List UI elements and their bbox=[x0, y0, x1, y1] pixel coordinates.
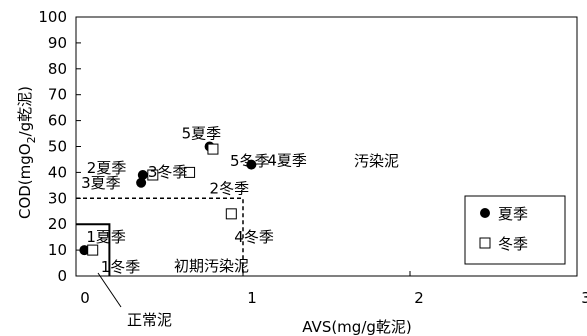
normal-region-pointer bbox=[97, 272, 122, 308]
legend-label: 夏季 bbox=[498, 205, 528, 223]
region-label-early: 初期汚染泥 bbox=[174, 257, 249, 275]
point-label: 4冬季 bbox=[234, 228, 274, 246]
y-axis-title: COD(mgO2/g乾泥) bbox=[16, 86, 38, 219]
point-label: 2夏季 bbox=[87, 159, 127, 177]
y-tick-label: 10 bbox=[48, 241, 67, 259]
y-tick-label: 80 bbox=[48, 60, 67, 78]
point-label: 5冬季 bbox=[230, 152, 270, 170]
winter-point bbox=[184, 166, 196, 178]
legend-marker-winter bbox=[479, 237, 491, 249]
region-label-polluted: 汚染泥 bbox=[354, 152, 399, 170]
x-tick-label: 1 bbox=[247, 289, 257, 307]
y-axis-title-part: /g乾泥) bbox=[16, 86, 34, 136]
point-label: 3冬季 bbox=[148, 163, 188, 181]
legend-marker-summer bbox=[480, 208, 490, 218]
x-tick-label: 2 bbox=[414, 289, 424, 307]
y-tick-label: 40 bbox=[48, 163, 67, 181]
y-tick-label: 50 bbox=[48, 138, 67, 156]
early-region-boundary bbox=[76, 197, 244, 276]
y-tick-label: 20 bbox=[48, 215, 67, 233]
winter-point bbox=[225, 208, 237, 220]
y-tick-label: 70 bbox=[48, 86, 67, 104]
y-tick-label: 90 bbox=[48, 34, 67, 52]
point-label: 5夏季 bbox=[182, 125, 222, 143]
region-label-normal: 正常泥 bbox=[127, 311, 172, 329]
winter-point bbox=[147, 169, 159, 181]
legend-label: 冬季 bbox=[498, 235, 528, 253]
y-tick-label: 60 bbox=[48, 112, 67, 130]
winter-point bbox=[207, 143, 219, 155]
point-label: 3夏季 bbox=[81, 174, 121, 192]
point-label: 1夏季 bbox=[86, 228, 126, 246]
x-axis-title: AVS(mg/g乾泥) bbox=[302, 318, 412, 336]
x-tick-label: 3 bbox=[581, 289, 587, 307]
normal-region-boundary bbox=[76, 223, 111, 276]
summer-point bbox=[246, 159, 257, 170]
plot-area: 0 10 20 30 40 50 60 70 80 90 100 0 1 2 3 AVS(mg/g乾泥) COD… bbox=[16, 8, 587, 336]
point-label: 4夏季 bbox=[267, 152, 307, 170]
y-tick-label: 100 bbox=[38, 8, 67, 26]
y-axis-title-subscript: 2 bbox=[25, 136, 38, 143]
y-tick-label: 0 bbox=[57, 267, 67, 285]
point-label: 1冬季 bbox=[101, 258, 141, 276]
summer-point bbox=[136, 177, 147, 188]
summer-point bbox=[79, 245, 90, 256]
summer-point bbox=[137, 169, 148, 180]
y-tick-label: 30 bbox=[48, 189, 67, 207]
y-axis-title-part: COD(mgO bbox=[16, 143, 34, 219]
legend-box bbox=[464, 195, 566, 265]
x-tick-label: 0 bbox=[80, 289, 90, 307]
winter-point bbox=[87, 244, 99, 256]
point-label: 2冬季 bbox=[210, 179, 250, 197]
